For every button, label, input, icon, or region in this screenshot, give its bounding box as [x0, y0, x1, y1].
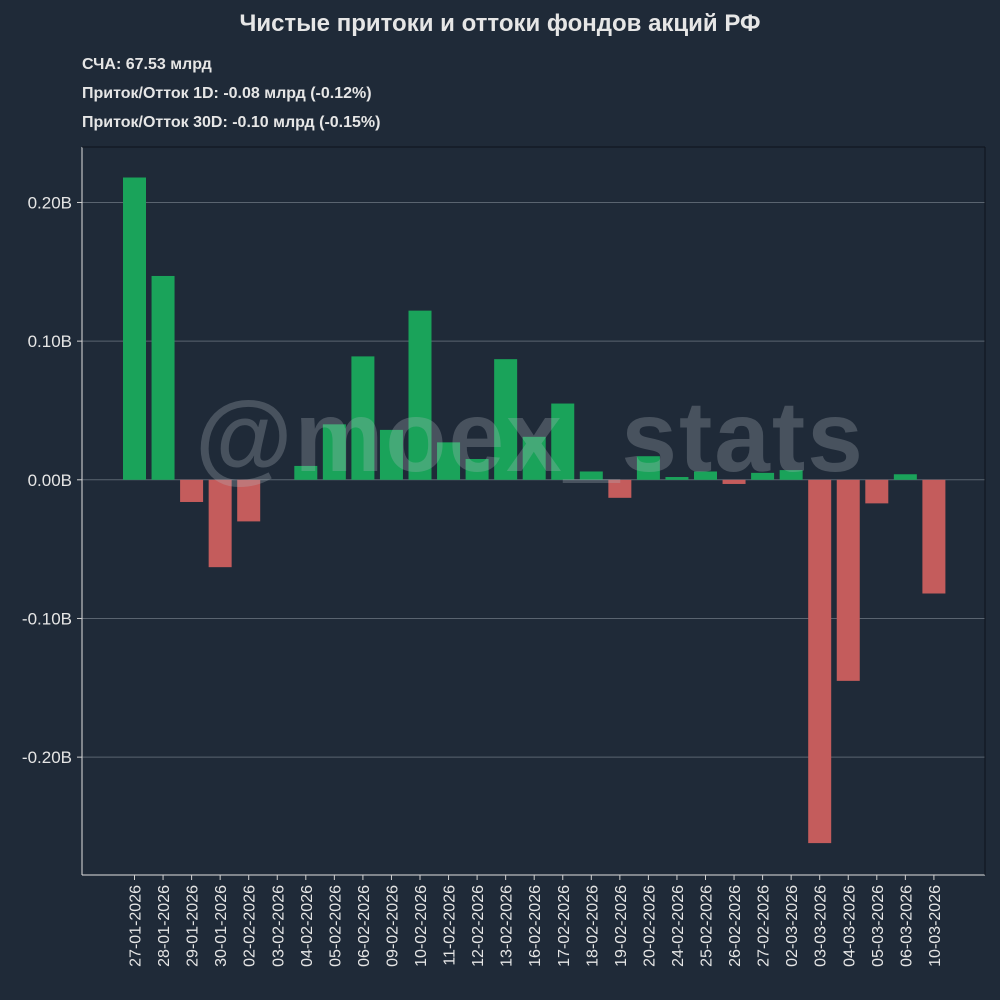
x-tick-label: 03-02-2026 [270, 885, 287, 967]
bar-11-02-2026 [437, 442, 461, 480]
bar-06-02-2026 [351, 356, 375, 480]
bar-13-02-2026 [494, 359, 518, 480]
x-tick-label: 06-03-2026 [898, 885, 915, 967]
x-tick-label: 12-02-2026 [470, 885, 487, 967]
x-tick-label: 18-02-2026 [584, 885, 601, 967]
x-tick-label: 06-02-2026 [356, 885, 373, 967]
x-tick-label: 10-02-2026 [413, 885, 430, 967]
x-tick-label: 04-02-2026 [299, 885, 316, 967]
bar-12-02-2026 [465, 459, 489, 480]
bar-06-03-2026 [893, 474, 917, 480]
bar-26-02-2026 [722, 479, 746, 484]
axes [81, 146, 986, 876]
bar-18-02-2026 [579, 471, 603, 480]
bar-05-03-2026 [865, 479, 889, 504]
y-tick-label: 0.00B [28, 471, 72, 490]
x-tick-label: 17-02-2026 [556, 885, 573, 967]
bar-30-01-2026 [208, 479, 232, 568]
x-tick-label: 05-03-2026 [870, 885, 887, 967]
x-tick-label: 27-02-2026 [756, 885, 773, 967]
flow-1d-stat: Приток/Отток 1D: -0.08 млрд (-0.12%) [82, 85, 372, 102]
x-tick-label: 26-02-2026 [727, 885, 744, 967]
x-tick-label: 04-03-2026 [841, 885, 858, 967]
bar-04-03-2026 [836, 479, 860, 681]
bar-02-03-2026 [779, 470, 803, 480]
grid-lines [82, 201, 985, 758]
y-tick-label: 0.10B [28, 332, 72, 351]
x-tick-label: 25-02-2026 [699, 885, 716, 967]
x-tick-label: 09-02-2026 [384, 885, 401, 967]
flow-30d-stat: Приток/Отток 30D: -0.10 млрд (-0.15%) [82, 114, 381, 131]
bar-25-02-2026 [694, 471, 717, 480]
bar-27-02-2026 [751, 472, 775, 480]
y-ticks: 0.20B 0.10B 0.00B -0.10B -0.20B [22, 193, 82, 767]
bar-19-02-2026 [608, 479, 632, 498]
x-tick-label: 02-03-2026 [784, 885, 801, 967]
bar-27-01-2026 [123, 177, 146, 480]
x-tick-label: 13-02-2026 [499, 885, 516, 967]
x-ticks: 27-01-2026 28-01-2026 29-01-2026 30-01-2026… [128, 875, 944, 967]
bar-29-01-2026 [180, 479, 204, 502]
x-tick-label: 10-03-2026 [927, 885, 944, 967]
x-tick-label: 29-01-2026 [185, 885, 202, 967]
x-tick-label: 24-02-2026 [670, 885, 687, 967]
bar-28-01-2026 [151, 275, 175, 480]
nav-stat: СЧА: 67.53 млрд [82, 56, 212, 73]
bar-05-02-2026 [322, 424, 346, 480]
x-tick-label: 20-02-2026 [641, 885, 658, 967]
x-tick-label: 16-02-2026 [527, 885, 544, 967]
x-tick-label: 05-02-2026 [327, 885, 344, 967]
bar-16-02-2026 [522, 436, 546, 480]
y-tick-label: -0.10B [22, 609, 72, 628]
x-tick-label: 19-02-2026 [613, 885, 630, 967]
bars [123, 177, 946, 844]
bar-17-02-2026 [551, 403, 575, 480]
x-tick-label: 03-03-2026 [813, 885, 830, 967]
bar-10-03-2026 [922, 479, 946, 594]
y-tick-label: -0.20B [22, 748, 72, 767]
x-tick-label: 30-01-2026 [213, 885, 230, 967]
chart-title: Чистые притоки и оттоки фондов акций РФ [239, 10, 761, 37]
bar-10-02-2026 [408, 310, 432, 480]
bar-24-02-2026 [665, 477, 689, 480]
y-tick-label: 0.20B [28, 193, 72, 212]
bar-03-03-2026 [808, 479, 832, 844]
bar-09-02-2026 [379, 429, 403, 480]
bar-02-02-2026 [237, 479, 261, 522]
bar-20-02-2026 [636, 456, 660, 480]
x-tick-label: 27-01-2026 [128, 885, 145, 967]
x-tick-label: 02-02-2026 [242, 885, 259, 967]
x-tick-label: 28-01-2026 [156, 885, 173, 967]
x-tick-label: 11-02-2026 [442, 885, 459, 966]
bar-04-02-2026 [294, 465, 318, 480]
